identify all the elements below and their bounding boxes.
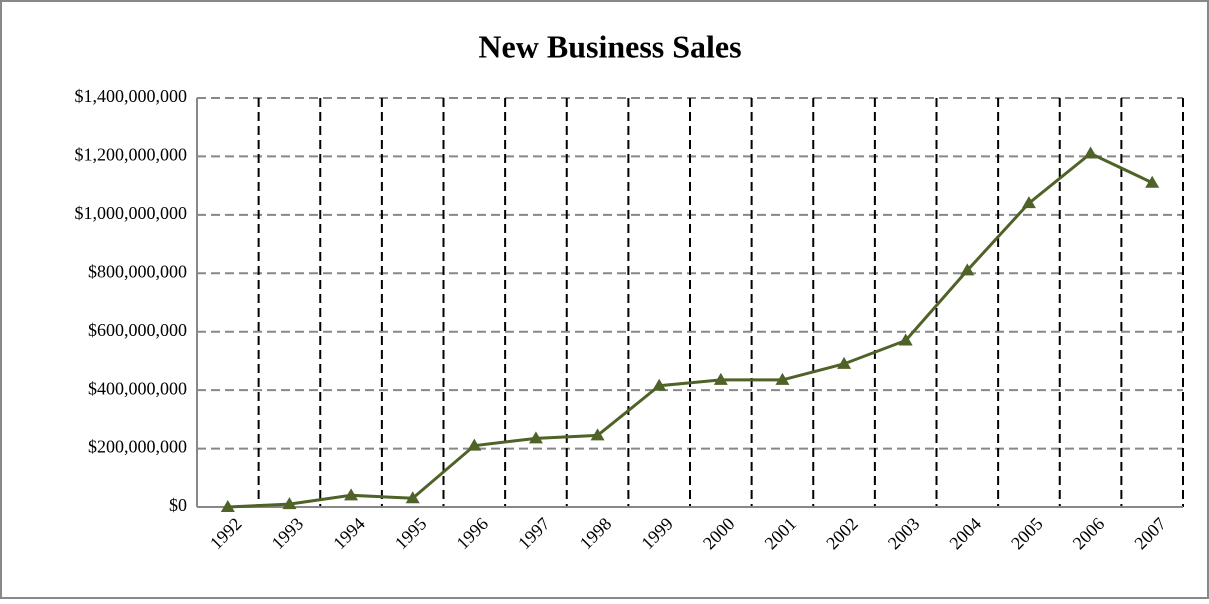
y-tick-label: $1,000,000,000 [75,203,188,223]
data-point [405,491,420,504]
data-point [1021,196,1036,209]
data-point [652,378,667,391]
data-point [837,356,852,369]
y-tick-label: $1,400,000,000 [75,86,188,106]
data-point [467,438,482,451]
y-tick-label: $800,000,000 [88,261,187,281]
data-point [775,372,790,385]
data-point [282,497,297,510]
chart-title: New Business Sales [478,28,741,64]
data-point [590,428,605,441]
data-point [898,333,913,346]
y-tick-label: $1,200,000,000 [75,145,188,165]
data-point [713,372,728,385]
data-point [528,431,543,444]
data-point [220,500,235,512]
data-point [1083,146,1098,159]
y-tick-label: $600,000,000 [88,320,187,340]
data-point [960,263,975,276]
y-tick-label: $400,000,000 [88,378,187,398]
y-tick-label: $0 [169,495,187,515]
y-tick-label: $200,000,000 [88,437,187,457]
data-point [344,488,359,501]
data-line [227,151,1153,509]
data-point [1145,175,1160,188]
